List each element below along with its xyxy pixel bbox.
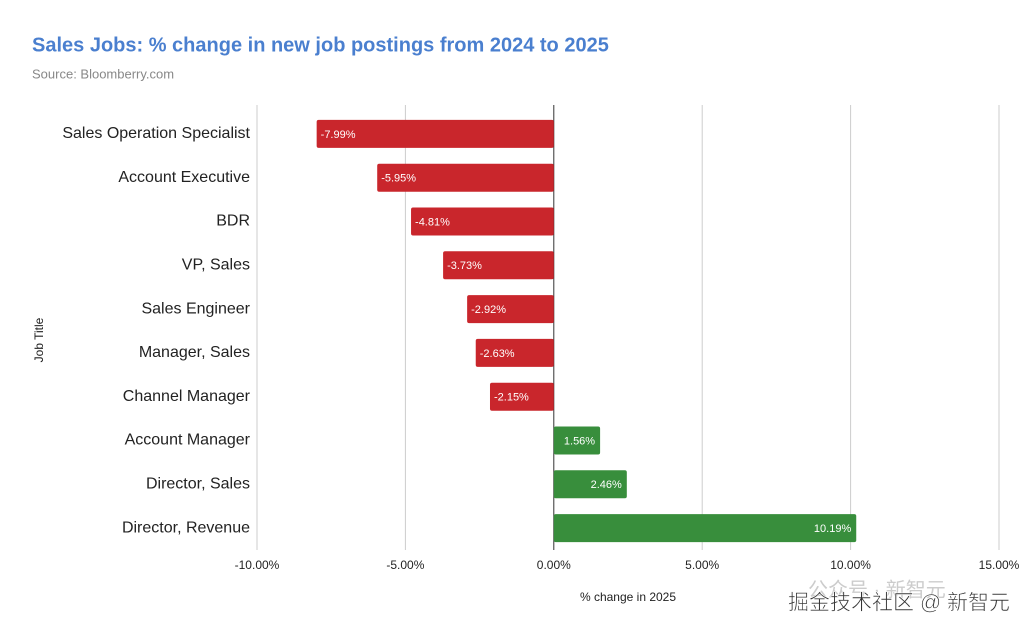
bar: [411, 207, 554, 236]
value-label: -3.73%: [447, 260, 482, 272]
value-label: -2.15%: [494, 392, 529, 404]
bar: [489, 382, 554, 411]
y-tick-label: Account Executive: [118, 169, 250, 186]
bar: [316, 119, 554, 148]
y-tick-label: Director, Revenue: [122, 519, 250, 536]
x-tick-label: -5.00%: [386, 558, 424, 572]
x-tick-label: 0.00%: [537, 558, 571, 572]
value-label: -4.81%: [415, 216, 450, 228]
y-tick-label: Sales Operation Specialist: [62, 125, 250, 142]
value-label: -7.99%: [321, 129, 356, 141]
y-tick-label: Account Manager: [125, 432, 251, 449]
value-label: -2.92%: [471, 304, 506, 316]
bar: [443, 251, 554, 280]
watermark-faded: 公众号 · 新智元: [808, 578, 946, 601]
bar: [553, 470, 627, 499]
y-tick-label: Sales Engineer: [141, 300, 250, 317]
x-axis-title: % change in 2025: [580, 590, 676, 604]
x-tick-label: 5.00%: [685, 558, 719, 572]
y-tick-label: BDR: [216, 213, 250, 230]
x-tick-label: 10.00%: [830, 558, 871, 572]
x-tick-label: 15.00%: [979, 558, 1020, 572]
y-tick-label: VP, Sales: [182, 257, 250, 274]
chart-subtitle: Source: Bloomberry.com: [32, 66, 174, 81]
bar: [553, 514, 857, 543]
y-tick-label: Manager, Sales: [139, 344, 250, 361]
value-label: -2.63%: [480, 348, 515, 360]
value-label: -5.95%: [381, 173, 416, 185]
watermark: 掘金技术社区 @ 新智元: [788, 592, 1010, 615]
chart-title: Sales Jobs: % change in new job postings…: [32, 34, 609, 56]
y-axis-title: Job Title: [32, 317, 46, 362]
value-label: 10.19%: [814, 523, 852, 535]
x-tick-label: -10.00%: [235, 558, 280, 572]
bar: [475, 338, 554, 367]
bar: [377, 163, 554, 192]
y-tick-label: Channel Manager: [123, 388, 251, 405]
bar: [467, 295, 554, 324]
y-tick-label: Director, Sales: [146, 476, 250, 493]
value-label: 2.46%: [591, 479, 622, 491]
value-label: 1.56%: [564, 435, 595, 447]
bar: [553, 426, 601, 455]
